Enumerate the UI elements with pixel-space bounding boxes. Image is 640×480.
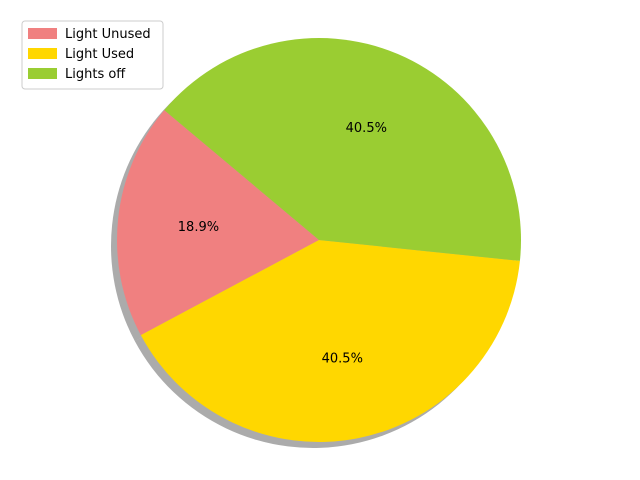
legend-label-light-used: Light Used — [65, 47, 134, 62]
legend-label-light-unused: Light Unused — [65, 27, 151, 42]
legend-frame — [21, 20, 164, 90]
percent-label-light-unused: 18.9% — [178, 220, 219, 235]
legend-entry-light-unused: Light Unused — [28, 27, 151, 42]
legend-entry-light-used: Light Used — [28, 47, 134, 62]
pie-slice-light-used — [140, 240, 520, 443]
pie-slice-lights-off — [164, 38, 521, 261]
legend-swatch-light-unused — [28, 28, 57, 39]
legend-label-lights-off: Lights off — [65, 67, 126, 82]
pie-slice-light-unused — [117, 110, 320, 336]
percent-label-lights-off: 40.5% — [346, 121, 387, 136]
pie-percent-labels: 18.9% 40.5% 40.5% — [178, 121, 387, 367]
pie-slices — [117, 38, 521, 443]
legend-swatch-lights-off — [28, 68, 57, 79]
legend: Light Unused Light Used Lights off — [21, 20, 164, 90]
legend-swatch-light-used — [28, 48, 57, 59]
legend-entry-lights-off: Lights off — [28, 67, 126, 82]
percent-label-light-used: 40.5% — [322, 351, 363, 366]
